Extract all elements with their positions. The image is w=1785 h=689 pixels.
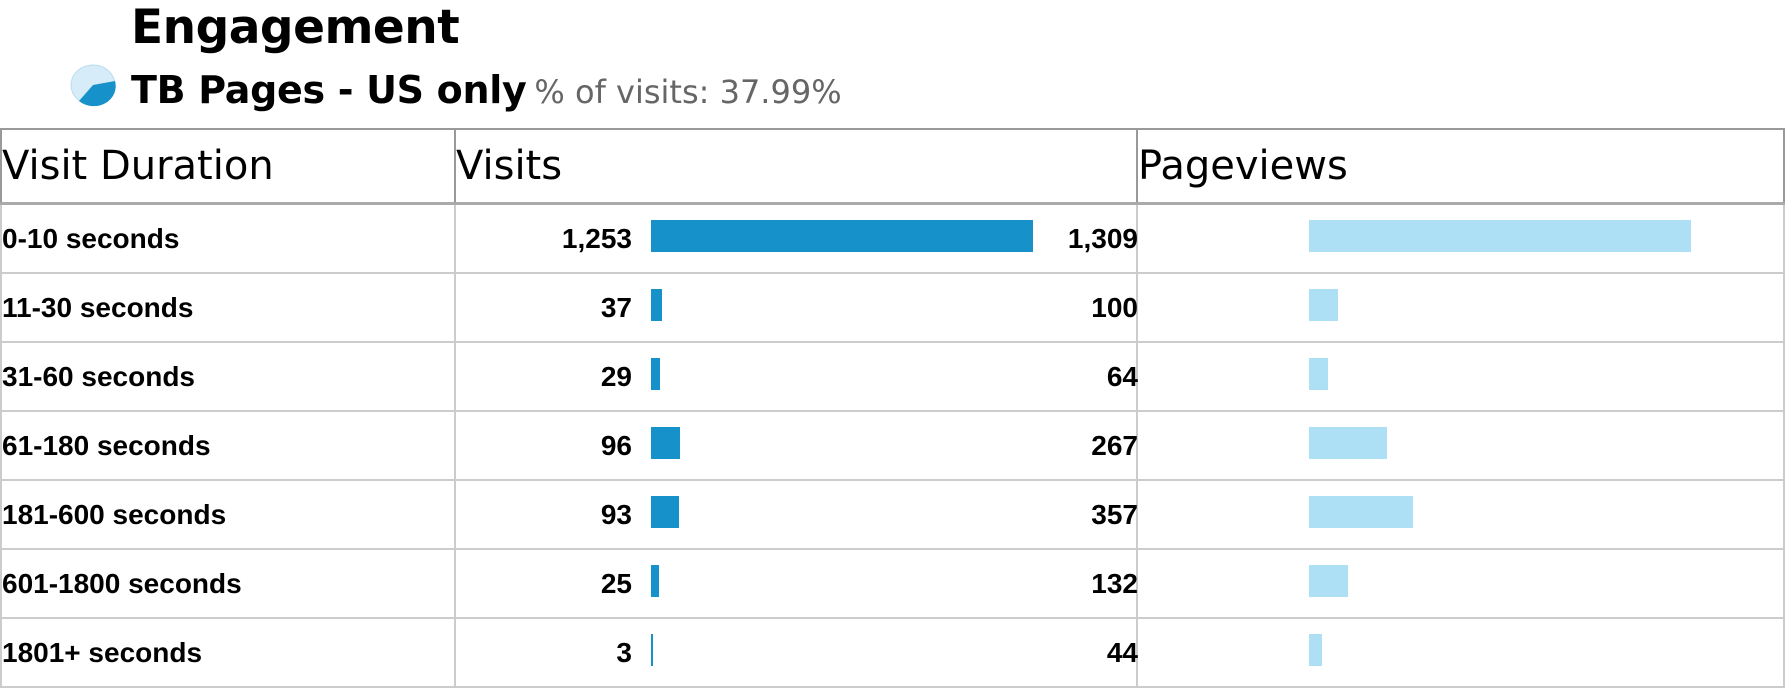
visit-duration-cell: 181-600 seconds [0,479,456,550]
pageviews-value: 357 [1091,499,1138,530]
visits-bar [651,634,653,666]
visit-duration-cell: 61-180 seconds [0,410,456,481]
pageviews-bar [1309,634,1322,666]
visits-value: 37 [600,292,632,323]
visits-cell: 1,253 [454,202,1138,274]
pageviews-value: 1,309 [1067,223,1138,254]
table-header-row: Visit Duration Visits Pageviews [0,128,1785,205]
pageviews-cell: 64 [1107,341,1785,412]
segment-share: % of visits: 37.99% [534,73,842,111]
visits-cell: 3 [454,617,1138,688]
pageviews-bar [1309,358,1328,390]
pageviews-cell: 1,309 [1068,202,1785,274]
pageviews-value: 132 [1091,568,1138,599]
visit-duration-cell: 1801+ seconds [0,617,456,688]
visit-duration-cell: 601-1800 seconds [0,548,456,619]
engagement-table: Visit Duration Visits Pageviews 0-10 sec… [0,128,1785,688]
table-row: 601-1800 seconds 25 132 [0,548,1785,619]
visits-cell: 93 [454,479,1138,550]
pageviews-cell: 357 [1091,479,1785,550]
visits-value: 93 [600,499,632,530]
pageviews-cell: 132 [1091,548,1785,619]
column-header-pageviews[interactable]: Pageviews [1136,128,1785,205]
pageviews-value: 64 [1106,361,1138,392]
visit-duration-cell: 11-30 seconds [0,272,456,343]
page-title: Engagement [131,0,460,55]
visits-bar [651,565,659,597]
column-header-visit-duration[interactable]: Visit Duration [0,128,456,205]
visits-cell: 37 [454,272,1138,343]
visit-duration-cell: 31-60 seconds [0,341,456,412]
segment-line: TB Pages - US only% of visits: 37.99% [131,66,842,116]
pageviews-value: 267 [1091,430,1138,461]
table-row: 1801+ seconds 3 44 [0,617,1785,688]
table-row: 31-60 seconds 29 64 [0,341,1785,412]
report-header: Engagement TB Pages - US only% of visits… [0,0,1785,128]
segment-name: TB Pages - US only [131,68,527,112]
visits-value: 3 [616,637,632,668]
table-row: 0-10 seconds 1,253 1,309 [0,202,1785,274]
visits-value: 1,253 [561,223,632,254]
pageviews-value: 44 [1106,637,1138,668]
table-row: 61-180 seconds 96 267 [0,410,1785,481]
visits-value: 96 [600,430,632,461]
visit-duration-cell: 0-10 seconds [0,202,456,274]
visits-cell: 25 [454,548,1138,619]
visits-cell: 96 [454,410,1138,481]
visits-value: 29 [600,361,632,392]
table-row: 11-30 seconds 37 100 [0,272,1785,343]
visits-bar [651,358,660,390]
visits-bar [651,496,679,528]
visits-value: 25 [600,568,632,599]
pageviews-bar [1309,220,1691,252]
table-row: 181-600 seconds 93 357 [0,479,1785,550]
pageviews-cell: 44 [1107,617,1785,688]
visits-bar [651,427,680,459]
segment-pie-icon [70,64,116,107]
pageviews-value: 100 [1091,292,1138,323]
pageviews-cell: 267 [1091,410,1785,481]
visits-bar [651,289,662,321]
visits-bar [651,220,1033,252]
pageviews-bar [1309,289,1338,321]
visits-cell: 29 [454,341,1138,412]
pageviews-cell: 100 [1091,272,1785,343]
column-header-visits[interactable]: Visits [454,128,1138,205]
pageviews-bar [1309,565,1348,597]
pageviews-bar [1309,427,1387,459]
pageviews-bar [1309,496,1413,528]
